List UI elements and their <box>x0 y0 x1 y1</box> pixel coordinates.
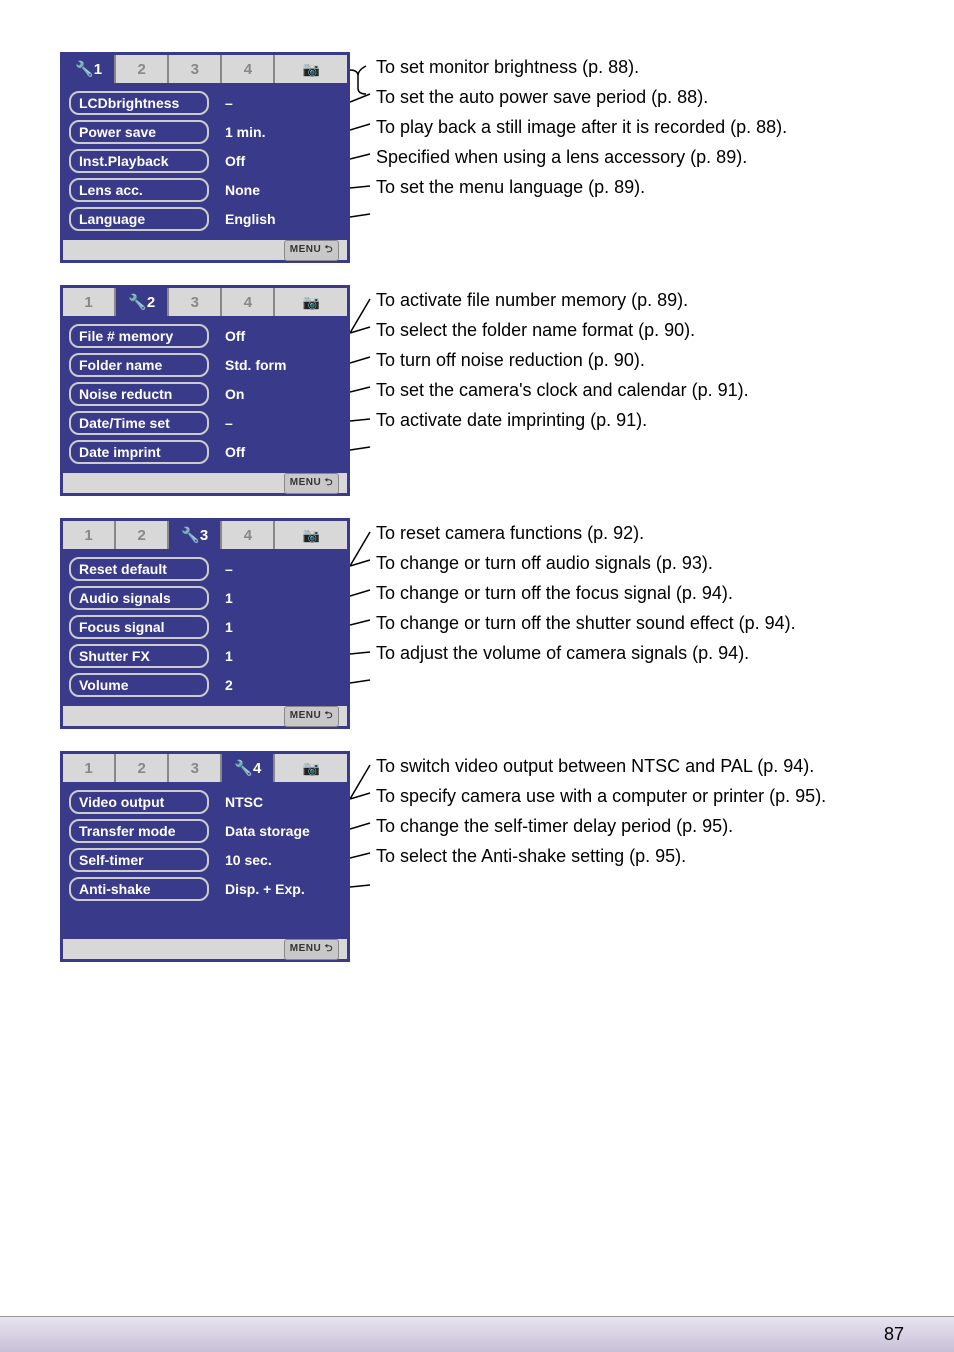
menu-footer: MENU ⮌ <box>63 471 347 493</box>
menu-footer: MENU ⮌ <box>63 238 347 260</box>
tab-camera[interactable]: 📷 <box>275 521 347 549</box>
page-footer: 87 <box>0 1316 954 1352</box>
desc-videooutput: To switch video output between NTSC and … <box>376 755 814 778</box>
tab-camera[interactable]: 📷 <box>275 754 347 782</box>
menu-button[interactable]: MENU ⮌ <box>284 240 339 261</box>
menu-row-powersave[interactable]: Power save1 min. <box>69 119 341 145</box>
menu-row-noisereductn[interactable]: Noise reductnOn <box>69 381 341 407</box>
menu-row-volume[interactable]: Volume2 <box>69 672 341 698</box>
tab-row: 1 2 3 🔧4 📷 <box>63 754 347 784</box>
desc-focussignal: To change or turn off the focus signal (… <box>376 582 733 605</box>
menu-row-datetime[interactable]: Date/Time set– <box>69 410 341 436</box>
desc-antishake: To select the Anti-shake setting (p. 95)… <box>376 845 686 868</box>
desc-instplayback: To play back a still image after it is r… <box>376 116 787 139</box>
menu-footer: MENU ⮌ <box>63 937 347 959</box>
desc-datetime: To set the camera's clock and calendar (… <box>376 379 749 402</box>
menu-row-audiosignals[interactable]: Audio signals1 <box>69 585 341 611</box>
menu-body: LCDbrightness– Power save1 min. Inst.Pla… <box>63 85 347 238</box>
tab-4[interactable]: 🔧4 <box>222 754 275 782</box>
menu-row-dateimprint[interactable]: Date imprintOff <box>69 439 341 465</box>
desc-foldername: To select the folder name format (p. 90)… <box>376 319 695 342</box>
desc-reset: To reset camera functions (p. 92). <box>376 522 644 545</box>
menu-row-shutterfx[interactable]: Shutter FX1 <box>69 643 341 669</box>
tab-2[interactable]: 2 <box>116 754 169 782</box>
tab-row: 1 2 🔧3 4 📷 <box>63 521 347 551</box>
tab-1[interactable]: 🔧1 <box>63 55 116 83</box>
menu-button[interactable]: MENU ⮌ <box>284 939 339 960</box>
menu-row-lcdbrightness[interactable]: LCDbrightness– <box>69 90 341 116</box>
tab-3[interactable]: 🔧3 <box>169 521 222 549</box>
setup-menu-section-2: 1 🔧2 3 4 📷 File # memoryOff Folder nameS… <box>60 285 914 496</box>
tab-row: 1 🔧2 3 4 📷 <box>63 288 347 318</box>
menu-row-focussignal[interactable]: Focus signal1 <box>69 614 341 640</box>
menu-button[interactable]: MENU ⮌ <box>284 473 339 494</box>
menu-panel-3: 1 2 🔧3 4 📷 Reset default– Audio signals1… <box>60 518 350 729</box>
menu-row-filememory[interactable]: File # memoryOff <box>69 323 341 349</box>
menu-row-videooutput[interactable]: Video outputNTSC <box>69 789 341 815</box>
menu-body: File # memoryOff Folder nameStd. form No… <box>63 318 347 471</box>
desc-lcdbrightness: To set monitor brightness (p. 88). <box>376 56 639 79</box>
tab-2[interactable]: 2 <box>116 55 169 83</box>
setup-menu-section-4: 1 2 3 🔧4 📷 Video outputNTSC Transfer mod… <box>60 751 914 962</box>
desc-audiosignals: To change or turn off audio signals (p. … <box>376 552 713 575</box>
menu-body: Video outputNTSC Transfer modeData stora… <box>63 784 347 937</box>
menu-panel-1: 🔧1 2 3 4 📷 LCDbrightness– Power save1 mi… <box>60 52 350 263</box>
desc-lensacc: Specified when using a lens accessory (p… <box>376 146 747 169</box>
menu-row-language[interactable]: LanguageEnglish <box>69 206 341 232</box>
setup-menu-section-1: 🔧1 2 3 4 📷 LCDbrightness– Power save1 mi… <box>60 52 914 263</box>
tab-2[interactable]: 2 <box>116 521 169 549</box>
tab-3[interactable]: 3 <box>169 754 222 782</box>
desc-volume: To adjust the volume of camera signals (… <box>376 642 749 665</box>
desc-language: To set the menu language (p. 89). <box>376 176 645 199</box>
menu-row-transfermode[interactable]: Transfer modeData storage <box>69 818 341 844</box>
desc-dateimprint: To activate date imprinting (p. 91). <box>376 409 647 432</box>
tab-2[interactable]: 🔧2 <box>116 288 169 316</box>
menu-button[interactable]: MENU ⮌ <box>284 706 339 727</box>
page-number: 87 <box>884 1324 904 1345</box>
tab-camera[interactable]: 📷 <box>275 288 347 316</box>
menu-body: Reset default– Audio signals1 Focus sign… <box>63 551 347 704</box>
desc-filememory: To activate file number memory (p. 89). <box>376 289 688 312</box>
desc-noisereductn: To turn off noise reduction (p. 90). <box>376 349 645 372</box>
menu-row-foldername[interactable]: Folder nameStd. form <box>69 352 341 378</box>
desc-selftimer: To change the self-timer delay period (p… <box>376 815 733 838</box>
menu-row-antishake[interactable]: Anti-shakeDisp. + Exp. <box>69 876 341 902</box>
tab-1[interactable]: 1 <box>63 754 116 782</box>
tab-camera[interactable]: 📷 <box>275 55 347 83</box>
tab-1[interactable]: 1 <box>63 288 116 316</box>
menu-panel-4: 1 2 3 🔧4 📷 Video outputNTSC Transfer mod… <box>60 751 350 962</box>
desc-powersave: To set the auto power save period (p. 88… <box>376 86 708 109</box>
setup-menu-section-3: 1 2 🔧3 4 📷 Reset default– Audio signals1… <box>60 518 914 729</box>
tab-3[interactable]: 3 <box>169 288 222 316</box>
menu-row-instplayback[interactable]: Inst.PlaybackOff <box>69 148 341 174</box>
desc-shutterfx: To change or turn off the shutter sound … <box>376 612 796 635</box>
menu-row-reset[interactable]: Reset default– <box>69 556 341 582</box>
tab-4[interactable]: 4 <box>222 521 275 549</box>
menu-panel-2: 1 🔧2 3 4 📷 File # memoryOff Folder nameS… <box>60 285 350 496</box>
tab-1[interactable]: 1 <box>63 521 116 549</box>
tab-3[interactable]: 3 <box>169 55 222 83</box>
menu-footer: MENU ⮌ <box>63 704 347 726</box>
menu-row-lensacc[interactable]: Lens acc.None <box>69 177 341 203</box>
tab-4[interactable]: 4 <box>222 55 275 83</box>
desc-transfermode: To specify camera use with a computer or… <box>376 785 826 808</box>
tab-4[interactable]: 4 <box>222 288 275 316</box>
menu-row-selftimer[interactable]: Self-timer10 sec. <box>69 847 341 873</box>
tab-row: 🔧1 2 3 4 📷 <box>63 55 347 85</box>
